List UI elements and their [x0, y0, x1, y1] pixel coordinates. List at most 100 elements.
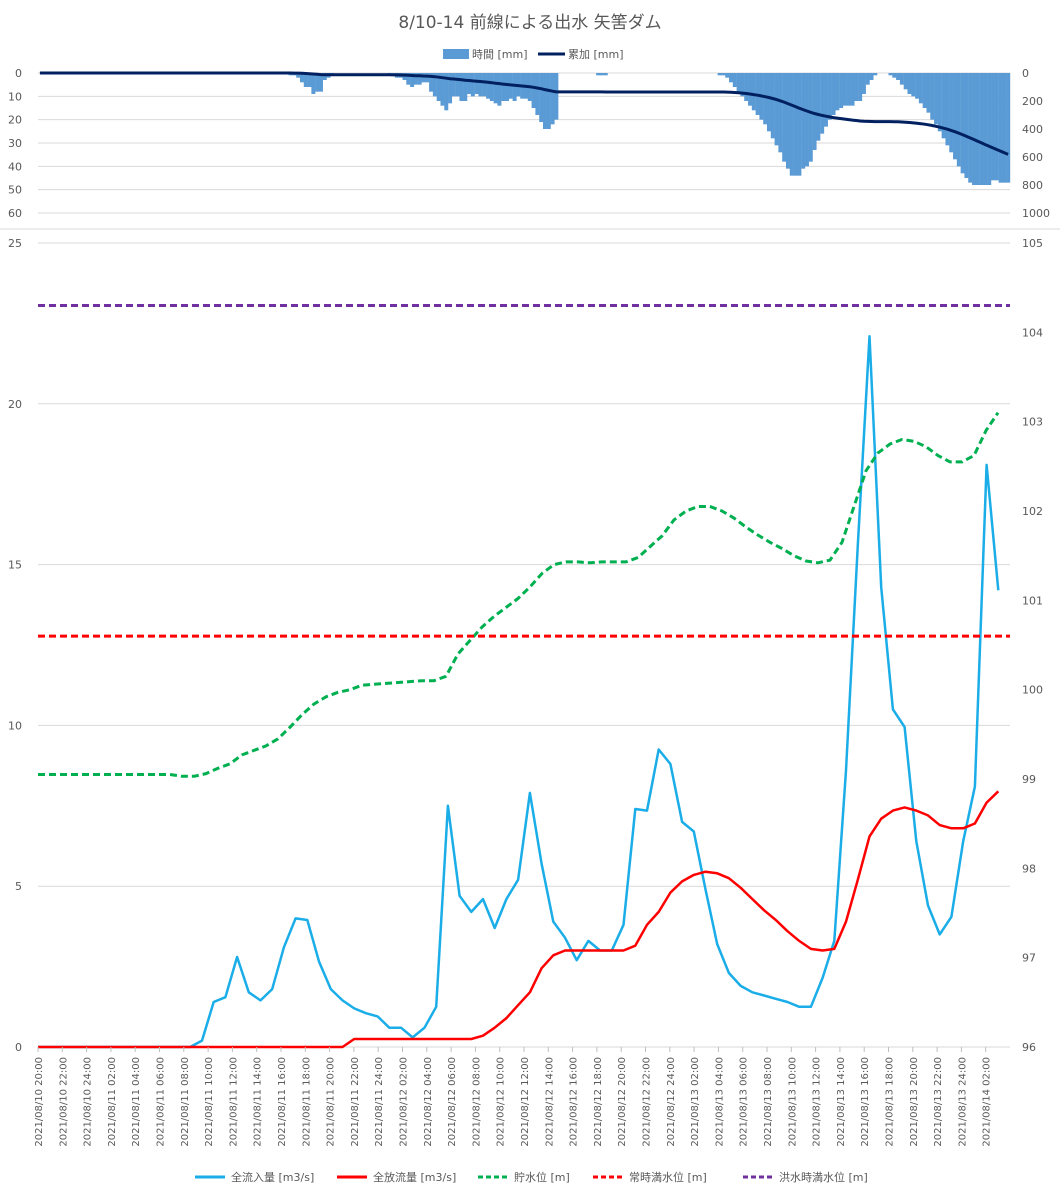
rainfall-bar: [318, 73, 323, 92]
rainfall-bar: [482, 73, 487, 97]
rainfall-bar: [812, 73, 817, 150]
rainfall-bar: [732, 73, 737, 87]
rainfall-bar: [1002, 73, 1007, 183]
rainfall-bar: [406, 73, 411, 85]
rainfall-legend: 時間 [mm] 累加 [mm]: [443, 48, 624, 61]
water-level-tick-label: 97: [1022, 952, 1036, 965]
rainfall-bar: [421, 73, 426, 83]
series-line-全流入量: [38, 335, 1000, 1049]
rainfall-bar: [915, 73, 920, 99]
time-tick-label: 2021/08/13 18:00: [885, 1057, 896, 1147]
rainfall-bar: [873, 73, 878, 76]
time-tick-label: 2021/08/11 04:00: [131, 1057, 142, 1147]
rainfall-bar: [721, 73, 726, 76]
rainfall-bar: [493, 73, 498, 104]
time-tick-label: 2021/08/10 20:00: [34, 1057, 45, 1147]
hydrograph-legend: 全流入量 [m3/s] 全放流量 [m3/s] 貯水位 [m] 常時満水位 [m] 洪水…: [195, 1170, 868, 1184]
rainfall-left-tick-label: 30: [8, 137, 22, 150]
rainfall-bar: [436, 73, 441, 101]
rainfall-right-tick-label: 800: [1022, 179, 1043, 192]
rainfall-bar: [315, 73, 320, 92]
time-tick-label: 2021/08/12 16:00: [569, 1057, 580, 1147]
time-tick-label: 2021/08/12 06:00: [447, 1057, 458, 1147]
rainfall-bar: [907, 73, 912, 94]
rainfall-right-tick-label: 600: [1022, 151, 1043, 164]
flow-tick-label: 5: [15, 880, 22, 893]
rainfall-bar: [512, 73, 517, 101]
rainfall-bar: [778, 73, 783, 153]
flow-tick-label: 20: [8, 398, 22, 411]
rainfall-bar: [596, 73, 601, 76]
rainfall-bar: [535, 73, 540, 115]
cumulative-rainfall-line: [39, 71, 1009, 156]
rainfall-bar: [945, 73, 950, 146]
rainfall-bar: [311, 73, 316, 94]
time-tick-label: 2021/08/11 18:00: [301, 1057, 312, 1147]
time-tick-label: 2021/08/13 24:00: [957, 1057, 968, 1147]
rainfall-gridlines: [38, 72, 1010, 214]
rainfall-bar: [858, 73, 863, 101]
legend-label: 全流入量 [m3/s]: [231, 1170, 314, 1184]
rainfall-bar: [911, 73, 916, 97]
water-level-axis-ticks: 96 97 98 99 100 101 102 103 104 105: [1022, 237, 1043, 1054]
rainfall-bar: [823, 73, 828, 127]
rainfall-bar: [896, 73, 901, 80]
legend-label: 全放流量 [m3/s]: [373, 1170, 456, 1184]
series-line-全放流量: [38, 790, 1000, 1049]
time-tick-label: 2021/08/13 16:00: [860, 1057, 871, 1147]
legend-label: 常時満水位 [m]: [629, 1170, 707, 1184]
rainfall-bar: [869, 73, 874, 80]
time-tick-label: 2021/08/12 12:00: [520, 1057, 531, 1147]
rainfall-bar: [808, 73, 813, 162]
rainfall-bar: [489, 73, 494, 101]
legend-label: 洪水時満水位 [m]: [779, 1170, 868, 1184]
rainfall-left-axis-ticks: 0 10 20 30 40 50 60: [8, 67, 22, 220]
rainfall-bar: [801, 73, 806, 169]
rainfall-bar: [850, 73, 855, 106]
rainfall-bar: [429, 73, 434, 92]
rainfall-bar: [941, 73, 946, 139]
flow-tick-label: 25: [8, 237, 22, 250]
rainfall-bar: [550, 73, 555, 125]
time-tick-label: 2021/08/11 22:00: [350, 1057, 361, 1147]
rainfall-bar: [467, 73, 472, 94]
time-tick-label: 2021/08/11 02:00: [107, 1057, 118, 1147]
time-tick-label: 2021/08/13 12:00: [812, 1057, 823, 1147]
hydrograph-series: [38, 304, 1010, 1049]
water-level-tick-label: 98: [1022, 862, 1036, 875]
time-tick-label: 2021/08/11 12:00: [228, 1057, 239, 1147]
rainfall-bar: [987, 73, 992, 185]
rainfall-left-tick-label: 40: [8, 160, 22, 173]
time-tick-label: 2021/08/12 08:00: [471, 1057, 482, 1147]
rainfall-bar: [816, 73, 821, 141]
rainfall-left-tick-label: 10: [8, 90, 22, 103]
rainfall-bar: [736, 73, 741, 92]
time-tick-label: 2021/08/11 06:00: [156, 1057, 167, 1147]
rainfall-bar: [888, 73, 893, 76]
rainfall-bar: [953, 73, 958, 160]
rainfall-bar: [432, 73, 437, 97]
rainfall-bar: [554, 73, 559, 120]
rainfall-bar: [861, 73, 866, 94]
rainfall-bar: [410, 73, 415, 87]
rainfall-bar: [979, 73, 984, 185]
time-tick-label: 2021/08/10 22:00: [58, 1057, 69, 1147]
rainfall-bar: [782, 73, 787, 162]
time-tick-label: 2021/08/11 16:00: [277, 1057, 288, 1147]
rainfall-bar: [448, 73, 453, 104]
time-axis-ticks: 2021/08/10 20:00 2021/08/10 22:00 2021/08/…: [34, 1047, 993, 1147]
water-level-tick-label: 100: [1022, 684, 1043, 697]
water-level-tick-label: 99: [1022, 773, 1036, 786]
time-tick-label: 2021/08/11 20:00: [326, 1057, 337, 1147]
rainfall-bar: [501, 73, 506, 101]
flow-tick-label: 15: [8, 559, 22, 572]
flow-tick-label: 10: [8, 719, 22, 732]
rainfall-bar: [839, 73, 844, 108]
rainfall-bar: [725, 73, 730, 78]
rainfall-bar: [949, 73, 954, 153]
rainfall-bar: [854, 73, 859, 101]
time-tick-label: 2021/08/12 04:00: [423, 1057, 434, 1147]
rainfall-bar: [994, 73, 999, 181]
rainfall-bar: [983, 73, 988, 185]
rainfall-bar: [486, 73, 491, 99]
